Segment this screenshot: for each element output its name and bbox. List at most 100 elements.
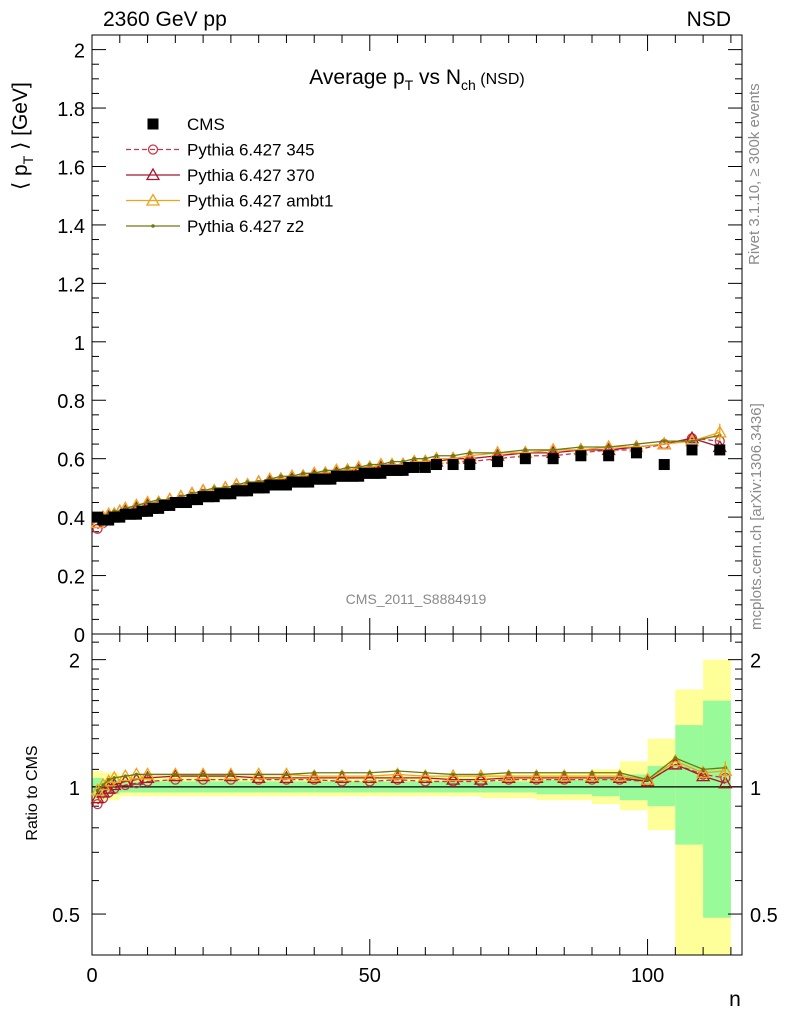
cms-data-point [136,505,148,517]
cms-data-point [658,459,670,471]
legend-entry: Pythia 6.427 345 [126,141,315,160]
ratio-mc-4-point [506,770,511,775]
cms-data-point [308,473,320,485]
ratio-mc-3-point [695,765,711,778]
cms-data-point [253,482,265,494]
ratio-mc-2-point [529,770,544,784]
ytick-label: 1.4 [57,216,85,238]
ratio-mc-4-point [673,756,678,760]
cms-data-point [130,508,142,520]
mc-4-point [423,456,428,461]
ytick-label: 1.2 [57,274,85,296]
ratio-mc-2-point [584,770,600,784]
cms-data-point [397,464,409,476]
ratio-mc-4-point [284,772,289,777]
ratio-mc-2-point [557,770,572,784]
mc-3-point [657,436,672,450]
ratio-mc-3-point [307,768,322,782]
ratio-mc-4-point [134,772,139,777]
legend-label: Pythia 6.427 z2 [187,217,304,236]
cms-data-point [386,464,398,476]
cms-data-point [392,464,404,476]
mc-4-point [662,439,667,443]
cms-data-point [275,479,287,491]
ratio-mc-3-point [473,768,489,782]
cms-data-point [408,461,420,473]
cms-data-point [292,476,304,488]
ratio-uncertainty-bands [92,659,742,955]
ratio-ytick-label: 1 [69,778,80,800]
ratio-ytick-label-right: 1 [750,778,761,800]
mc-1-line [97,437,720,530]
cms-data-point [336,470,348,482]
ratio-mc-3-point [101,774,116,787]
ratio-mc-4-point [106,777,111,782]
ratio-mc-4-point [229,772,233,777]
cms-data-point [686,444,698,456]
legend-label: Pythia 6.427 345 [187,141,315,160]
ratio-mc-3-point [140,767,155,780]
mc-4-point [367,462,372,467]
ratio-mc-2-point [251,770,266,784]
chart-title: Average pT vs Nch (NSD) [309,66,524,93]
ratio-mc-2-point [640,774,655,787]
mc-4-point [606,445,611,449]
cms-data-point [225,488,237,500]
cms-data-point [236,485,248,497]
mc-4-point [390,459,394,464]
cms-data-point [219,488,231,500]
ratio-mc-4-point [701,767,705,772]
ratio-mc-2-point [445,772,461,785]
ratio-mc-4-point [645,777,650,782]
cms-data-point [325,473,337,485]
ratio-mc-4-point [590,770,594,775]
cms-data-point [169,497,181,509]
ratio-mc-3-point [223,767,239,780]
cms-data-point [353,470,365,482]
ratio-ytick-label: 0.5 [52,905,80,927]
ytick-label: 0.8 [57,391,85,413]
cms-data-point [230,485,242,497]
chart-text: 0 0.2 0.4 0.6 0.8 1 1.2 1.4 1.6 1.8 2 0 50 100 0.5 0.5 1… [9,41,778,1011]
cms-data-point [430,459,442,471]
ratio-ytick-label-right: 2 [750,651,761,673]
cms-data-point [369,467,381,479]
ratio-mc-4-point [367,770,372,775]
ratio-mc-2-point [334,770,350,784]
cms-data-point [303,476,315,488]
cms-data-point [347,470,359,482]
cms-data-point [142,505,154,517]
mc-4-point [323,468,328,473]
ratio-mc-3-point [195,767,211,780]
mc-4-point [412,456,417,461]
ratio-mc-4-point [145,772,150,777]
cms-data-point [203,491,215,503]
ratio-mc-2-point [168,768,183,782]
ratio-mc-4-point [534,770,539,775]
mc-4-point [279,474,283,479]
ytick-label: 0.4 [57,508,85,530]
cms-data-point [603,450,615,462]
ratio-mc-3-point [557,768,572,782]
mc-4-point [345,465,350,470]
ytick-label: 1 [74,333,85,355]
ratio-mc-3-point [612,768,627,782]
header-left: 2360 GeV pp [103,8,227,31]
cms-data-point [297,476,309,488]
mc-2-line [97,437,720,524]
legend-marker [151,224,155,228]
y-axis-label: ⟨ pT ⟩ [GeV] [9,82,36,190]
ytick-label: 1.6 [57,157,85,179]
cms-data-point [447,459,459,471]
ratio-mc-1-point [142,776,153,787]
cms-data-point [242,485,254,497]
ratio-mc-4-point [256,772,261,777]
mc-4-point [434,453,439,458]
axis-ticks [91,35,742,955]
mc-4-point [690,439,694,443]
cms-data-point [519,453,531,465]
cms-data-point [175,497,187,509]
cms-data-point [314,473,326,485]
ratio-mc-4-point [201,772,205,777]
ytick-label: 0 [74,625,85,647]
